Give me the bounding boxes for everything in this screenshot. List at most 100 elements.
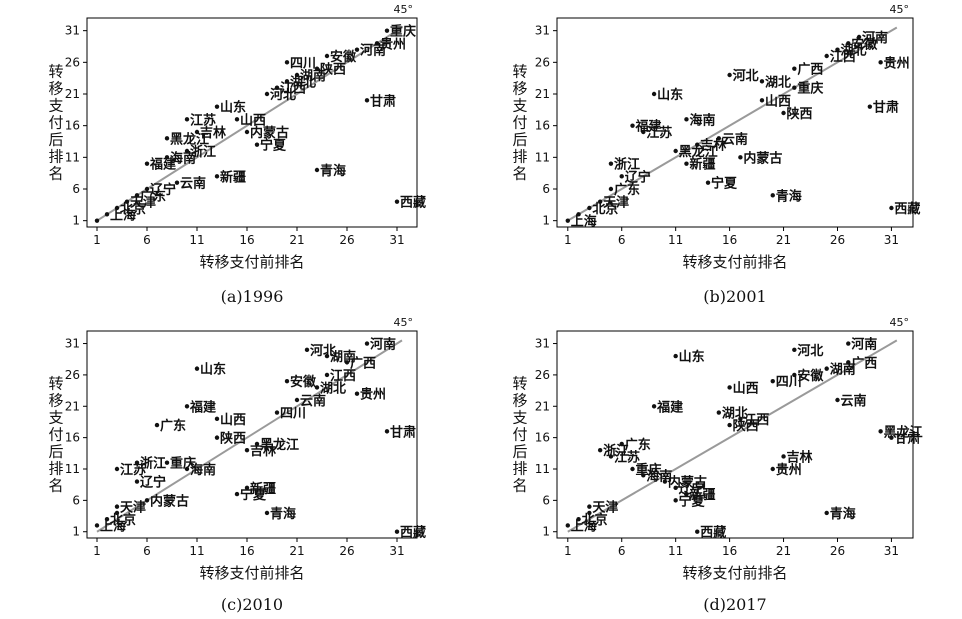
data-point-label: 辽宁 — [625, 169, 651, 185]
data-point — [244, 485, 250, 491]
data-point — [587, 504, 592, 509]
panel-caption: (c)2010 — [221, 595, 283, 614]
x-tick-label: 11 — [189, 544, 204, 558]
data-point — [738, 155, 743, 160]
data-point-label: 上海 — [571, 518, 597, 534]
data-point — [114, 205, 120, 211]
x-tick-label: 11 — [189, 233, 204, 247]
data-point-label: 新疆 — [250, 481, 276, 497]
data-point-label: 上海 — [110, 207, 136, 223]
data-point — [759, 79, 765, 84]
data-point-label: 内蒙古 — [250, 125, 289, 141]
y-tick-label: 11 — [65, 150, 80, 164]
data-point-label: 安徽 — [290, 374, 317, 390]
x-tick-label: 6 — [618, 233, 626, 247]
data-point — [695, 529, 700, 534]
data-point-label: 广东 — [614, 182, 640, 198]
data-point-label: 内蒙古 — [743, 150, 782, 166]
data-point — [94, 218, 100, 223]
data-point-label: 海南 — [689, 112, 715, 128]
data-point — [114, 510, 120, 516]
data-point-label: 重庆 — [170, 456, 196, 472]
x-tick-label: 31 — [884, 233, 899, 247]
y-tick-label: 11 — [535, 462, 550, 476]
x-tick-label: 31 — [389, 233, 404, 247]
data-point-label: 新疆 — [689, 487, 715, 503]
y-tick-label: 26 — [535, 368, 550, 382]
x-tick-label: 16 — [239, 233, 254, 247]
data-point — [630, 466, 635, 472]
panel-caption: (d)2017 — [703, 595, 766, 614]
data-point-label: 安徽 — [797, 368, 824, 384]
y-tick-label: 16 — [65, 431, 80, 445]
data-point-label: 天津 — [130, 195, 156, 211]
data-point — [846, 360, 851, 365]
data-point — [234, 491, 240, 497]
x-axis-label: 转移支付前排名 — [682, 253, 787, 271]
data-point — [878, 429, 883, 434]
data-point-label: 吉林 — [787, 449, 813, 465]
data-point — [770, 378, 775, 384]
data-point-label: 湖北 — [320, 381, 346, 396]
data-point-label: 海南 — [190, 462, 216, 478]
data-point-label: 西藏 — [400, 525, 426, 541]
data-point-label: 浙江 — [614, 157, 640, 173]
data-point — [264, 91, 270, 97]
reference-line-label: 45° — [890, 316, 910, 329]
data-point-label: 辽宁 — [150, 182, 176, 198]
y-tick-label: 1 — [72, 214, 80, 228]
data-point — [134, 193, 140, 198]
data-point — [576, 212, 581, 217]
data-point — [284, 60, 290, 65]
data-point-label: 吉林 — [200, 125, 226, 141]
data-point — [587, 510, 592, 516]
data-point-label: 吉林 — [250, 443, 276, 459]
y-tick-label: 11 — [535, 150, 550, 164]
data-point — [314, 167, 320, 173]
data-point — [770, 466, 775, 472]
data-point-label: 青海 — [270, 506, 296, 522]
data-point-label: 浙江 — [190, 144, 216, 160]
data-point-label: 浙江 — [140, 456, 166, 472]
data-point — [684, 491, 689, 497]
reference-line-label: 45° — [394, 3, 414, 16]
data-point-label: 内蒙古 — [668, 475, 707, 491]
data-point-label: 广西 — [797, 62, 823, 78]
y-axis-label: 转移支付后排名 — [48, 63, 63, 183]
x-tick-label: 26 — [339, 233, 354, 247]
x-tick-label: 6 — [618, 544, 626, 558]
data-point — [597, 199, 603, 204]
panel-caption: (b)2001 — [703, 287, 766, 306]
data-point — [244, 129, 250, 135]
x-tick-label: 31 — [884, 544, 899, 558]
data-point-label: 云南 — [180, 176, 206, 192]
data-point — [641, 129, 646, 135]
data-point-label: 天津 — [592, 500, 618, 516]
y-tick-label: 6 — [542, 493, 550, 507]
data-point — [716, 136, 722, 141]
y-tick-label: 1 — [542, 214, 550, 228]
data-point-label: 山东 — [679, 349, 705, 365]
data-point-label: 黑龙江 — [679, 144, 718, 160]
data-point-label: 甘肃 — [894, 431, 920, 447]
x-tick-label: 16 — [722, 544, 737, 558]
data-point — [662, 479, 668, 484]
x-tick-label: 1 — [564, 233, 572, 247]
data-point-label: 安徽 — [330, 49, 357, 65]
data-point-label: 新疆 — [220, 169, 246, 185]
data-point — [727, 385, 732, 390]
data-point-label: 广东 — [140, 188, 166, 204]
data-point-label: 青海 — [830, 506, 856, 522]
data-point-label: 四川 — [776, 375, 802, 390]
data-point — [364, 98, 370, 103]
data-point-label: 云南 — [722, 131, 748, 147]
data-point-label: 四川 — [280, 407, 306, 422]
data-point — [651, 404, 657, 409]
data-point — [114, 466, 120, 472]
data-point-label: 河南 — [851, 337, 877, 353]
data-point — [641, 473, 646, 478]
data-point-label: 宁夏 — [240, 487, 267, 503]
data-point-label: 广东 — [625, 437, 651, 453]
data-point-label: 宁夏 — [260, 138, 287, 154]
data-point — [274, 410, 280, 415]
